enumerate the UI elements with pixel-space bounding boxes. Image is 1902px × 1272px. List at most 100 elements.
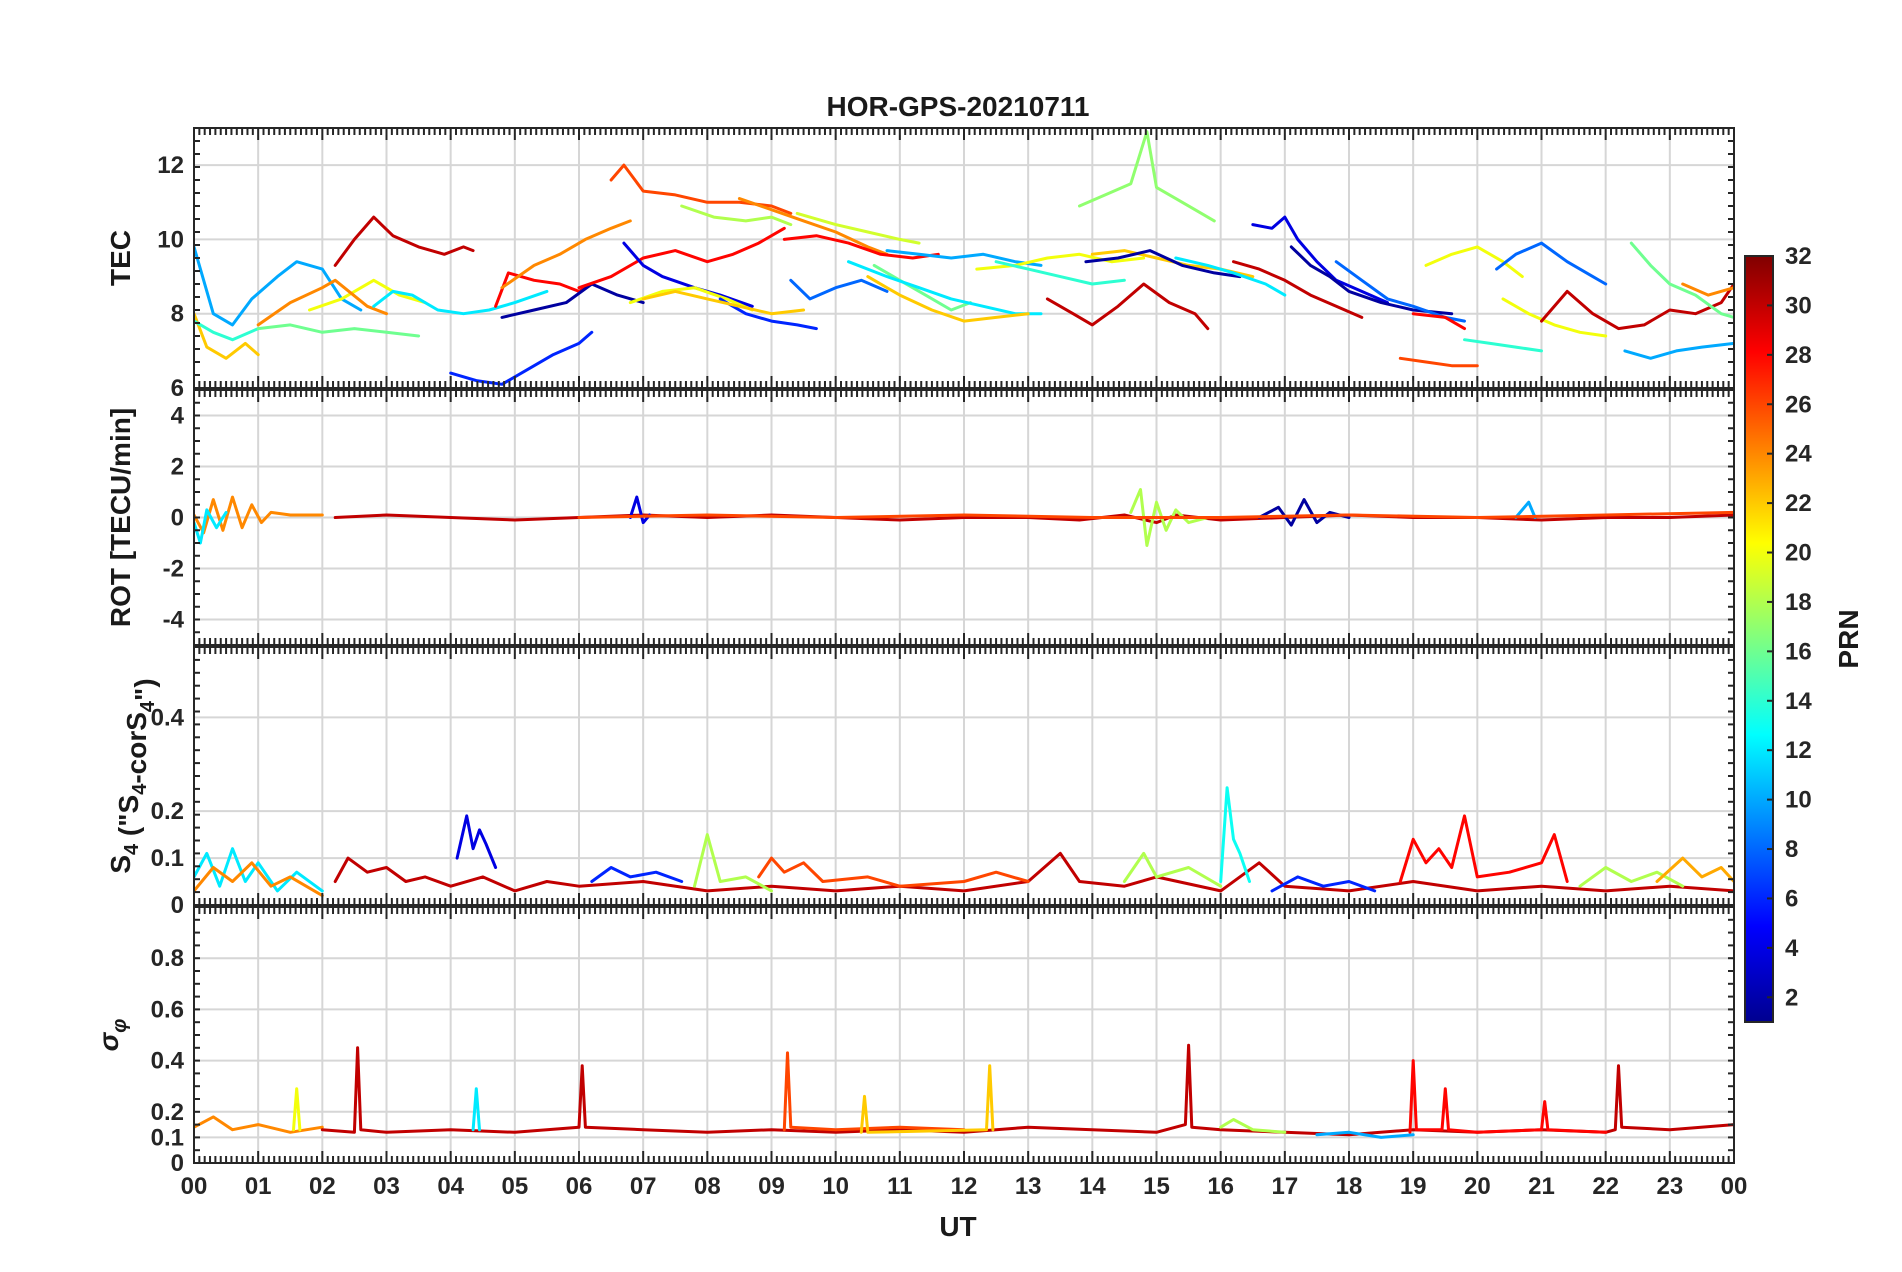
series-prn-24: [194, 861, 324, 898]
series-prn-28: [782, 234, 940, 260]
x-tick-label: 09: [758, 1173, 785, 1200]
x-tick-label: 23: [1656, 1173, 1683, 1200]
x-tick-label: 17: [1271, 1173, 1298, 1200]
series-prn-30: [1045, 282, 1210, 331]
series-prn-18: [693, 833, 773, 893]
series-prn-26: [609, 163, 793, 215]
x-axis-label: UT: [939, 1211, 976, 1242]
y-tick-label: 0.2: [151, 1099, 184, 1126]
y-tick-label: 2: [171, 454, 184, 481]
y-tick-label: 6: [171, 375, 184, 402]
x-tick-label: 10: [822, 1173, 849, 1200]
series-prn-28: [1408, 1059, 1608, 1134]
series-prn-30: [333, 215, 475, 267]
colorbar-tick-label: 6: [1785, 885, 1798, 912]
series-prn-10: [194, 245, 363, 327]
y-tick-label: 0: [171, 505, 184, 532]
series-prn-30: [333, 851, 1734, 893]
series-prn-18: [1122, 851, 1223, 888]
y-tick-label: 0.2: [151, 798, 184, 825]
series-prn-2: [500, 282, 645, 319]
series-prn-6: [1270, 875, 1377, 893]
x-tick-label: 04: [437, 1173, 464, 1200]
series-prn-14: [1463, 338, 1543, 353]
x-tick-label: 07: [630, 1173, 657, 1200]
series-prn-19: [795, 211, 921, 245]
series-prn-4: [628, 495, 652, 525]
series-prn-20: [292, 1087, 302, 1132]
series-prn-24: [256, 278, 388, 327]
y-tick-label: 0.6: [151, 996, 184, 1023]
series-prn-28: [494, 271, 594, 308]
series-prn-12: [471, 1087, 481, 1132]
colorbar-tick-label: 30: [1785, 292, 1812, 319]
colorbar-tick-label: 4: [1785, 935, 1799, 962]
series-prn-23: [1655, 856, 1734, 883]
x-tick-label: 11: [887, 1173, 912, 1200]
series-prn-4: [455, 814, 498, 869]
series-prn-24: [500, 219, 632, 290]
series-prn-22: [866, 275, 1030, 323]
colorbar-tick-label: 12: [1785, 737, 1812, 764]
colorbar-tick-label: 2: [1785, 984, 1798, 1011]
series-prn-20: [628, 286, 754, 312]
x-tick-label: 18: [1336, 1173, 1363, 1200]
series-prn-30: [1232, 260, 1364, 319]
x-tick-label: 00: [181, 1173, 208, 1200]
colorbar-tick-label: 24: [1785, 441, 1812, 468]
x-tick-label: 13: [1015, 1173, 1042, 1200]
series-prn-4: [1251, 215, 1389, 305]
series-prn-17: [1078, 130, 1216, 223]
y-tick-label: 8: [171, 301, 184, 328]
series-prn-24: [194, 495, 324, 535]
x-tick-label: 03: [373, 1173, 400, 1200]
x-tick-label: 01: [245, 1173, 272, 1200]
series-prn-16: [872, 263, 972, 312]
colorbar-label: PRN: [1833, 609, 1864, 668]
series-prn-10: [1514, 500, 1537, 519]
y-tick-label: 10: [157, 226, 184, 253]
series-prn-6: [718, 297, 818, 331]
series-prn-30: [1540, 282, 1734, 331]
series-prn-18: [1219, 1118, 1287, 1134]
y-tick-label: 0: [171, 892, 184, 919]
y-axis-label: TEC: [105, 230, 136, 286]
x-tick-label: 16: [1207, 1173, 1234, 1200]
x-tick-label: 02: [309, 1173, 336, 1200]
series-prn-14: [994, 260, 1126, 286]
y-tick-label: 0.8: [151, 945, 184, 972]
colorbar-tick-label: 14: [1785, 688, 1812, 715]
colorbar-tick-label: 20: [1785, 540, 1812, 567]
x-tick-label: 15: [1143, 1173, 1170, 1200]
series-prn-6: [590, 866, 684, 883]
series-prn-6: [449, 330, 594, 386]
series-prn-26: [577, 510, 1734, 519]
y-tick-label: 0: [171, 1150, 184, 1177]
series-prn-20: [1501, 297, 1608, 338]
series-prn-26: [1398, 356, 1479, 368]
x-tick-label: 12: [951, 1173, 978, 1200]
colorbar-gradient: [1744, 255, 1774, 1023]
minor-ticks: [193, 127, 1735, 389]
series-prn-16: [256, 323, 421, 338]
figure-title: HOR-GPS-20210711: [826, 91, 1089, 122]
panel-4: 00.10.2 0.4 0.6 0.8 σφ: [93, 906, 1735, 1177]
y-tick-label: 0.1: [151, 1124, 184, 1151]
x-tick-label: 21: [1528, 1173, 1555, 1200]
minor-ticks: [193, 389, 1735, 646]
series-group: [194, 786, 1734, 898]
series-prn-16: [1629, 241, 1734, 319]
series-prn-12: [194, 508, 228, 545]
y-tick-label: -4: [163, 607, 185, 634]
y-tick-label: 0.4: [151, 704, 185, 731]
x-tick-label: 00: [1721, 1173, 1748, 1200]
colorbar-tick-label: 26: [1785, 391, 1812, 418]
series-prn-10: [1623, 341, 1734, 360]
panel-3: 0 0.1 0.2 0.4S4 ("S4-corS4"): [105, 646, 1735, 919]
series-prn-2: [1289, 245, 1454, 316]
x-tick-label: 14: [1079, 1173, 1106, 1200]
series-group: [194, 130, 1734, 386]
series-prn-28: [577, 226, 786, 290]
